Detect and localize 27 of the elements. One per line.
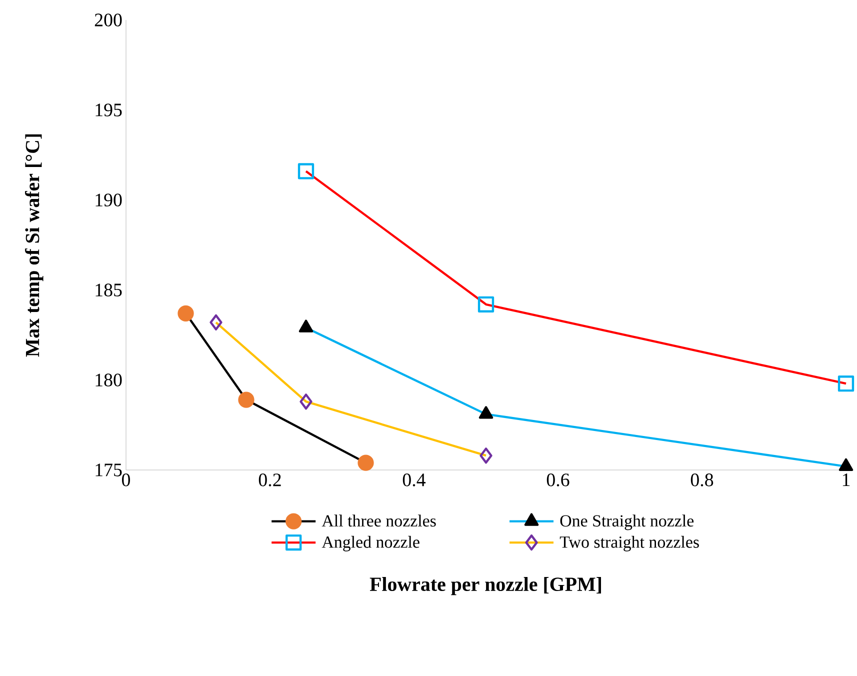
y-tick-label: 180: [96, 374, 122, 386]
point: [298, 163, 314, 180]
point: [210, 314, 222, 330]
x-tick-label: 0.8: [690, 474, 714, 486]
legend-label: All three nozzles: [322, 514, 436, 527]
y-tick-label: 175: [96, 464, 122, 476]
x-tick-label: 0: [122, 474, 130, 486]
x-tick-label: 0.4: [402, 474, 426, 486]
point: [238, 392, 254, 408]
y-tick-label: 195: [96, 104, 122, 116]
point: [480, 448, 492, 464]
point: [358, 454, 374, 471]
x-tick-label: 0.6: [546, 474, 570, 486]
legend-label: Angled nozzle: [322, 536, 420, 552]
y-tick-label: 185: [96, 284, 122, 296]
x-tick-label: 1: [842, 474, 850, 486]
y-axis-title: Max temp of Si wafer [°C]: [25, 134, 44, 357]
legend-label: One Straight nozzle: [560, 514, 694, 530]
point: [838, 376, 854, 392]
legend-label: Two straight nozzles: [560, 536, 699, 552]
point: [178, 305, 194, 322]
point: [300, 394, 312, 410]
x-axis-title: Flowrate per nozzle [GPM]: [370, 577, 601, 596]
x-tick-label: 0.2: [258, 474, 281, 486]
y-tick-label: 190: [96, 194, 122, 206]
y-tick-label: 200: [94, 14, 122, 26]
point: [478, 296, 494, 312]
